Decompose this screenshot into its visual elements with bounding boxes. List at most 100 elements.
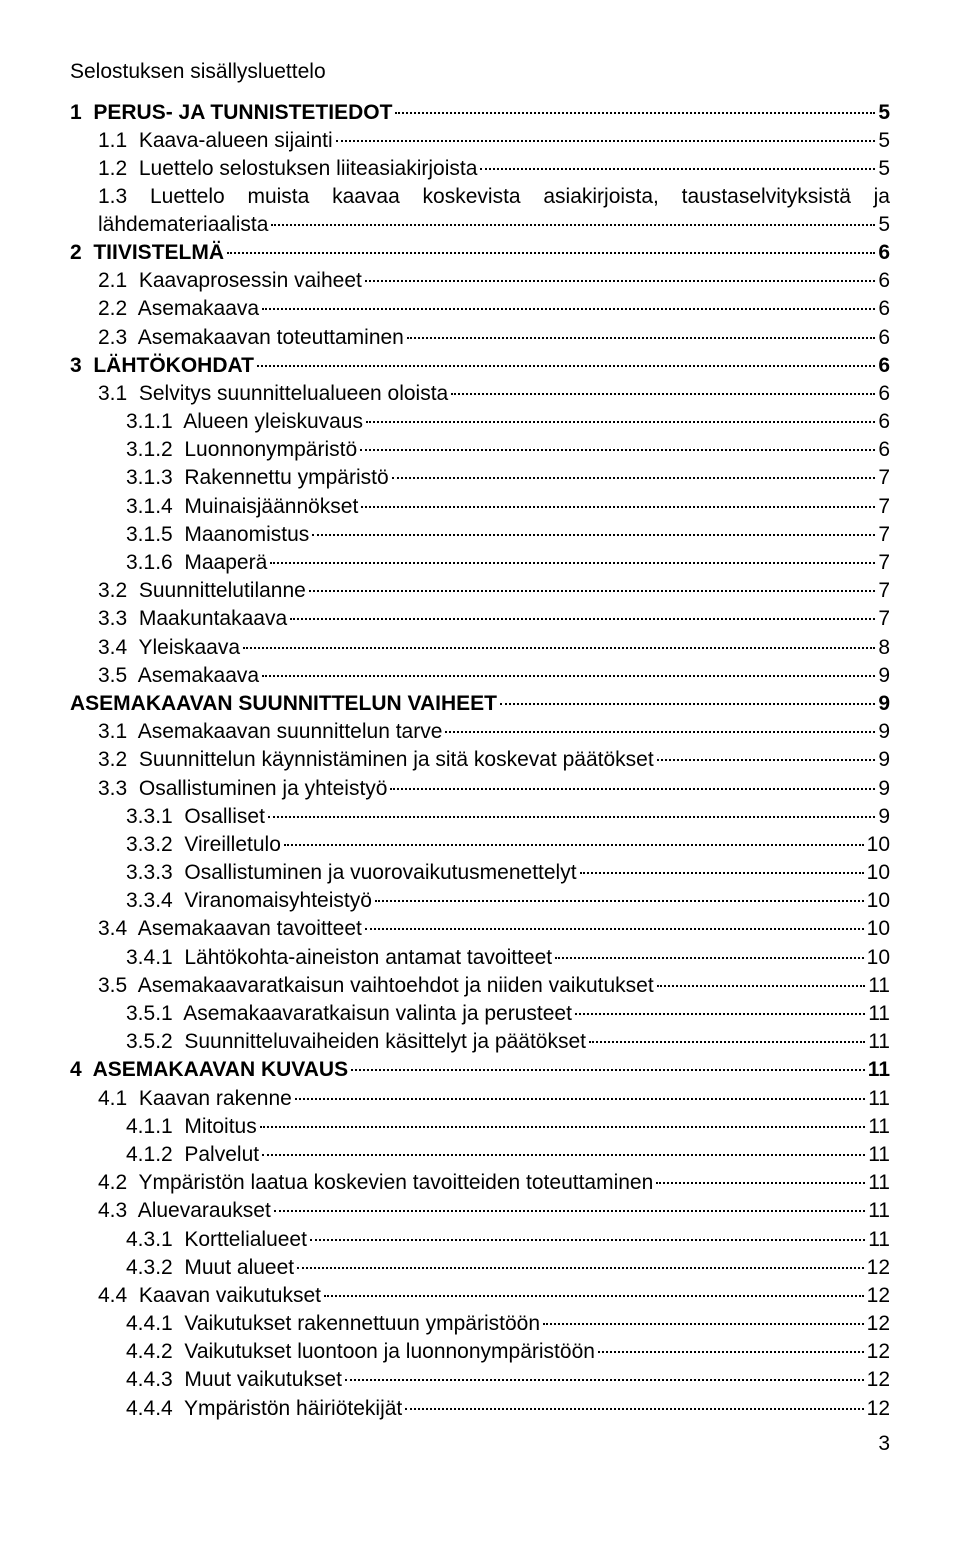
toc-page: 7 — [878, 464, 890, 491]
toc-label: 3.1.6 Maaperä — [126, 549, 267, 576]
toc-page: 10 — [867, 887, 890, 914]
toc-label: 3 LÄHTÖKOHDAT — [70, 352, 254, 379]
toc-page: 11 — [868, 1226, 890, 1253]
toc-page: 10 — [867, 944, 890, 971]
toc-page: 5 — [878, 211, 890, 238]
toc-leader — [366, 402, 875, 423]
toc-page: 12 — [867, 1282, 890, 1309]
toc-page: 12 — [867, 1254, 890, 1281]
toc-page: 8 — [878, 634, 890, 661]
toc-page: 5 — [878, 99, 890, 126]
toc-leader — [274, 1191, 865, 1212]
toc-page: 10 — [867, 859, 890, 886]
toc-leader — [262, 656, 875, 677]
toc-label: 4.3 Aluevaraukset — [98, 1197, 271, 1224]
toc-leader — [657, 966, 866, 987]
toc-page: 12 — [867, 1338, 890, 1365]
toc-leader — [295, 1079, 865, 1100]
toc-label: 3.3.2 Vireilletulo — [126, 831, 281, 858]
toc-page: 9 — [878, 690, 890, 717]
toc-label: 1.2 Luettelo selostuksen liiteasiakirjoi… — [98, 155, 477, 182]
toc-page: 5 — [878, 127, 890, 154]
toc-leader — [480, 149, 875, 170]
toc-leader — [395, 93, 875, 114]
toc-page: 12 — [867, 1395, 890, 1422]
toc-page: 10 — [867, 915, 890, 942]
toc-leader — [257, 346, 875, 367]
toc-leader — [262, 289, 875, 310]
toc-page: 7 — [878, 549, 890, 576]
toc-leader — [290, 599, 875, 620]
toc-leader — [309, 571, 875, 592]
toc-label: 4.4.4 Ympäristön häiriötekijät — [126, 1395, 402, 1422]
toc-label: 3.4 Asemakaavan tavoitteet — [98, 915, 362, 942]
document-title: Selostuksen sisällysluettelo — [70, 60, 890, 84]
toc-leader — [270, 543, 875, 564]
toc-page: 11 — [868, 1113, 890, 1140]
toc-leader — [324, 1276, 864, 1297]
toc-page: 6 — [878, 324, 890, 351]
toc-page: 9 — [878, 746, 890, 773]
toc-label: 3.1.2 Luonnonympäristö — [126, 436, 357, 463]
toc-label: 3.1 Asemakaavan suunnittelun tarve — [98, 718, 442, 745]
toc-page: 6 — [878, 352, 890, 379]
toc-label: 4.1.2 Palvelut — [126, 1141, 259, 1168]
toc-page: 6 — [878, 436, 890, 463]
toc-page: 9 — [878, 775, 890, 802]
toc-leader — [365, 261, 875, 282]
toc-leader — [312, 515, 875, 536]
toc-leader — [365, 910, 864, 931]
toc-leader — [405, 1389, 863, 1410]
toc-page: 10 — [867, 831, 890, 858]
toc-leader — [360, 430, 875, 451]
toc-leader — [451, 374, 875, 395]
toc-leader — [361, 487, 875, 508]
toc-leader — [336, 121, 876, 142]
page-number: 3 — [70, 1432, 890, 1456]
toc-label: 1.1 Kaava-alueen sijainti — [98, 127, 333, 154]
toc-label: 2 TIIVISTELMÄ — [70, 239, 224, 266]
toc-leader — [445, 712, 875, 733]
toc-page: 11 — [868, 1056, 890, 1083]
toc-leader — [575, 994, 865, 1015]
toc-label: 4.3.2 Muut alueet — [126, 1254, 294, 1281]
toc-leader — [260, 1107, 865, 1128]
toc-label: 3.1.1 Alueen yleiskuvaus — [126, 408, 363, 435]
toc-leader — [500, 684, 875, 705]
toc-label: 4.4 Kaavan vaikutukset — [98, 1282, 321, 1309]
toc-page: 11 — [868, 1028, 890, 1055]
toc-page: 11 — [868, 1141, 890, 1168]
toc-leader — [284, 825, 864, 846]
toc-page: 11 — [868, 972, 890, 999]
toc-leader — [543, 1304, 864, 1325]
toc-leader — [390, 769, 875, 790]
toc-leader — [555, 938, 864, 959]
toc-label: ASEMAKAAVAN SUUNNITTELUN VAIHEET — [70, 690, 497, 717]
toc-leader — [580, 853, 864, 874]
toc-entry: 4.4.4 Ympäristön häiriötekijät 12 — [70, 1394, 890, 1422]
toc-page: 11 — [868, 1169, 890, 1196]
toc-page: 5 — [878, 155, 890, 182]
toc-leader — [392, 459, 876, 480]
toc-label: 3.1.3 Rakennettu ympäristö — [126, 464, 389, 491]
toc-page: 12 — [867, 1310, 890, 1337]
toc-page: 6 — [878, 380, 890, 407]
toc-page: 6 — [878, 239, 890, 266]
toc-page: 11 — [868, 1085, 890, 1112]
toc-leader — [407, 318, 875, 339]
toc-leader — [657, 740, 876, 761]
toc-label: 3.3.4 Viranomaisyhteistyö — [126, 887, 372, 914]
toc-label: 3.3.1 Osalliset — [126, 803, 265, 830]
toc-leader — [271, 205, 875, 226]
toc-leader — [243, 628, 875, 649]
toc-leader — [598, 1332, 864, 1353]
toc-leader — [310, 1220, 865, 1241]
toc-page: 7 — [878, 605, 890, 632]
toc-leader — [345, 1361, 864, 1382]
toc-entry: 1.2 Luettelo selostuksen liiteasiakirjoi… — [70, 154, 890, 182]
toc-label: 3.5 Asemakaavaratkaisun vaihtoehdot ja n… — [98, 972, 654, 999]
toc-leader — [268, 797, 875, 818]
toc-page: 7 — [878, 577, 890, 604]
toc-label: 4.4.1 Vaikutukset rakennettuun ympäristö… — [126, 1310, 540, 1337]
toc-page: 7 — [878, 493, 890, 520]
